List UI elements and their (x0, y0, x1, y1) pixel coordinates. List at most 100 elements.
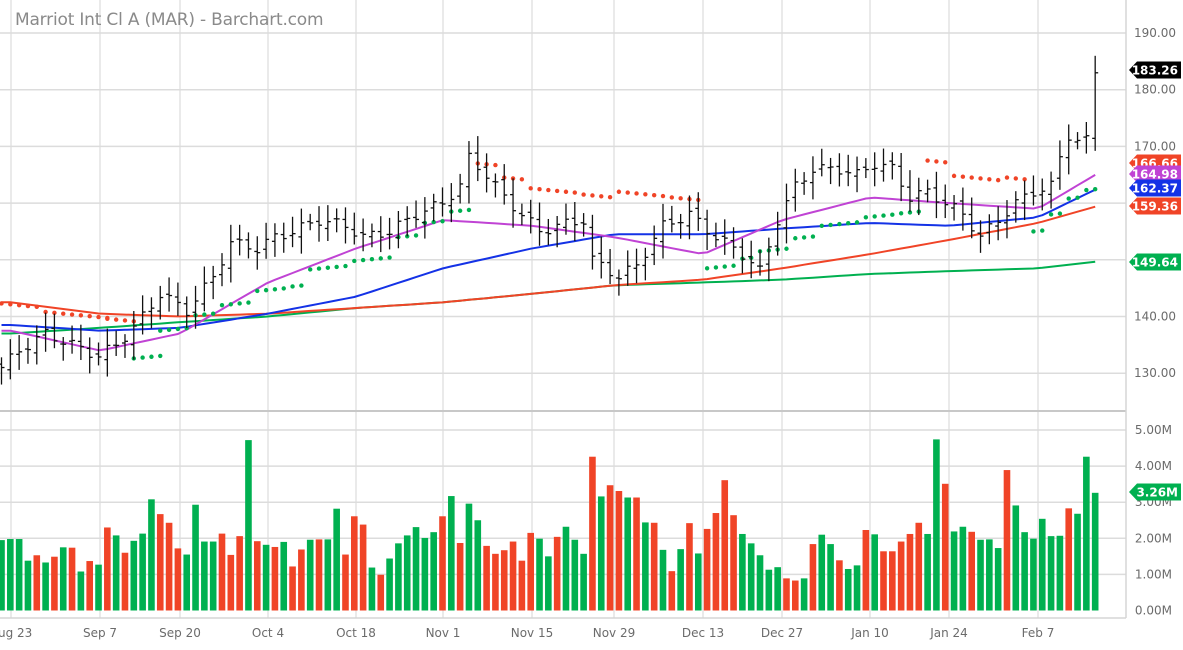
sar-dot (863, 215, 869, 220)
volume-bar (148, 499, 155, 611)
sar-dot (369, 257, 375, 262)
volume-bar (262, 544, 270, 611)
volume-bar (421, 537, 429, 611)
ohlc-bar (386, 217, 393, 250)
sar-dot (1057, 211, 1063, 216)
volume-bar (201, 541, 208, 611)
ohlc-bar (518, 203, 525, 226)
ohlc-bar (589, 214, 596, 270)
volume-bar (86, 561, 93, 611)
sar-dot (202, 312, 207, 317)
volume-bar (686, 523, 693, 611)
volume-bar (33, 555, 41, 611)
ohlc-bar (695, 192, 702, 231)
sar-dot (810, 234, 816, 239)
ohlc-bar (959, 187, 966, 231)
ohlc-bar (712, 222, 719, 248)
ohlc-bar (748, 240, 755, 279)
volume-bar (950, 531, 958, 611)
date-tick-label: Dec 27 (761, 626, 803, 640)
ohlc-bar (571, 202, 578, 242)
ohlc-bar (474, 136, 481, 182)
price-tick-label: 180.00 (1134, 83, 1176, 97)
volume-bar (253, 541, 261, 611)
price-tick-label: 130.00 (1134, 366, 1176, 380)
sar-dot (52, 310, 57, 316)
volume-bar (712, 513, 720, 611)
last-volume-label: 3.26M (1129, 483, 1181, 501)
sar-dot (925, 158, 930, 163)
ohlc-bar (986, 214, 993, 245)
ohlc-bar (166, 277, 173, 312)
ohlc-bar (201, 266, 208, 312)
ohlc-bar (721, 219, 728, 255)
sar-dot (122, 318, 128, 323)
volume-bar (694, 553, 702, 611)
volume-bar (236, 536, 243, 611)
volume-bar (439, 516, 446, 611)
date-tick-label: Nov 15 (511, 626, 554, 640)
ohlc-bar (368, 223, 375, 248)
ohlc-bar (562, 203, 569, 235)
sar-dot (316, 266, 322, 271)
sar-dot (854, 220, 860, 225)
ohlc-bar (774, 211, 781, 256)
volume-bar (492, 553, 499, 611)
date-tick-label: Jan 24 (929, 626, 968, 640)
volume-bar (1056, 535, 1064, 611)
volume-tick-label: 1.00M (1135, 567, 1172, 581)
ohlc-bar (880, 148, 887, 182)
ohlc-bar (951, 195, 958, 221)
volume-bar (280, 541, 288, 611)
chart-title: Marriot Int Cl A (MAR) - Barchart.com (15, 10, 324, 30)
ohlc-bar (765, 237, 772, 282)
ohlc-bar (633, 248, 640, 284)
volume-bar (915, 522, 923, 611)
volume-bar (827, 544, 834, 611)
sar-dot (69, 312, 75, 317)
ohlc-bar (42, 312, 49, 352)
sar-dot (308, 267, 313, 272)
volume-bar (139, 533, 146, 611)
ohlc-bar (651, 225, 658, 266)
volume-bar (403, 535, 411, 611)
ohlc-bar (598, 236, 605, 279)
ohlc-bar (86, 337, 93, 374)
volume-bar (306, 539, 314, 611)
ohlc-bar (33, 325, 40, 365)
ohlc-bar (739, 238, 746, 274)
ohlc-bar (1074, 132, 1081, 150)
ohlc-bar (457, 173, 464, 204)
sar-dot (1022, 177, 1027, 182)
volume-bar (112, 535, 120, 611)
sar-dot (263, 287, 269, 293)
sar-dot (219, 302, 225, 308)
volume-bar (994, 548, 1002, 611)
ohlc-bar (24, 337, 31, 364)
volume-bars (0, 439, 1099, 611)
volume-bar (721, 480, 729, 611)
volume-bar (368, 567, 376, 611)
sar-dot (140, 355, 145, 360)
sar-dot (943, 160, 948, 165)
date-tick-label: Oct 4 (252, 626, 284, 640)
ohlc-bar (704, 209, 711, 251)
sar-dot (166, 327, 172, 333)
sar-dot (299, 283, 304, 288)
date-tick-label: Oct 18 (336, 626, 376, 640)
ohlc-bar (792, 168, 799, 212)
volume-bar (739, 533, 746, 611)
volume-bar (1021, 532, 1028, 611)
sar-dot (493, 162, 498, 168)
sar-dot (634, 191, 639, 196)
sar-dot (1004, 175, 1010, 180)
sar-dot (907, 210, 913, 215)
sar-dot (1092, 187, 1098, 192)
ohlc-bar (845, 154, 852, 187)
volume-bar (1091, 492, 1099, 611)
sar-dot (660, 193, 666, 199)
ohlc-bar (219, 253, 225, 287)
ohlc-bar (324, 205, 331, 241)
